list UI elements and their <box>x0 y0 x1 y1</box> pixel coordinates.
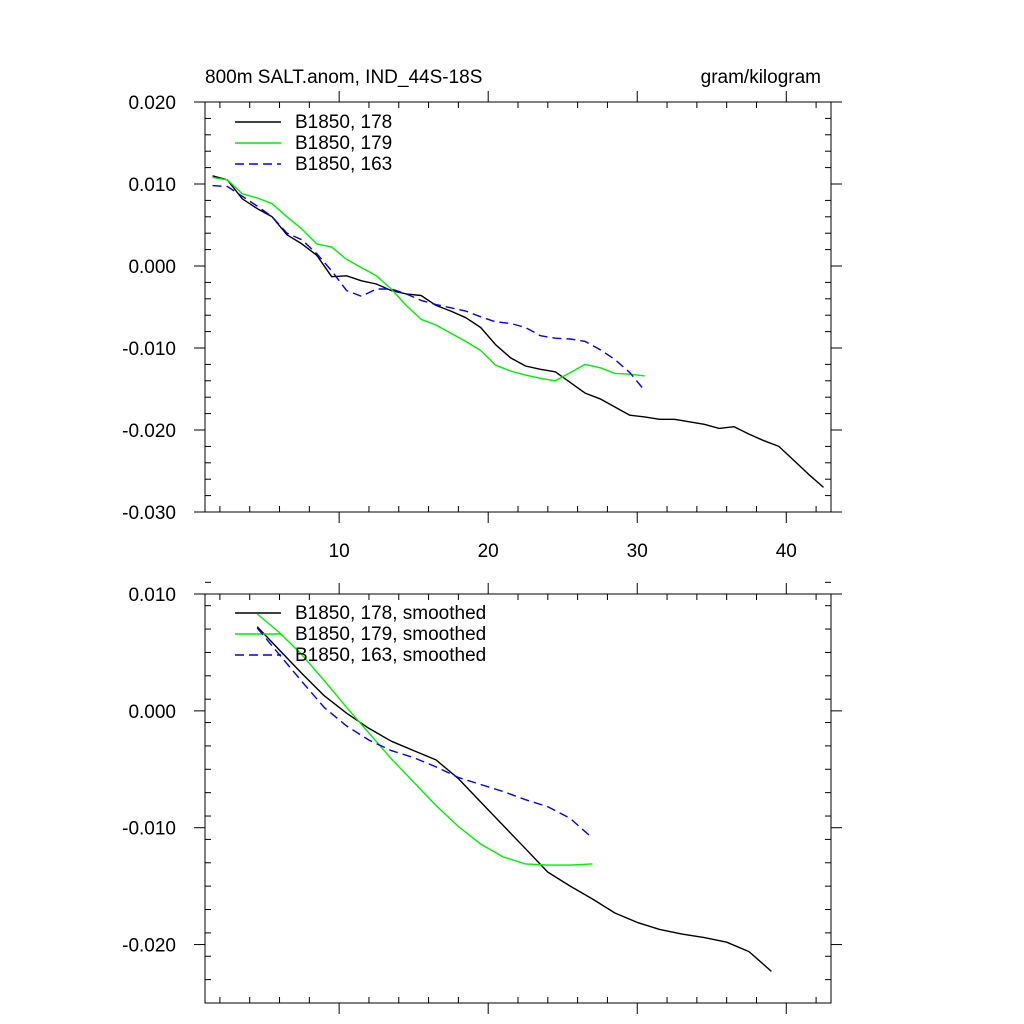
y-tick-label: -0.020 <box>122 936 176 957</box>
y-tick-label: -0.020 <box>122 421 176 442</box>
x-tick-label: 20 <box>478 541 499 562</box>
legend-label: B1850, 179 <box>295 133 392 154</box>
series-line-1 <box>256 626 772 972</box>
y-tick-label: -0.010 <box>122 339 176 360</box>
chart-title-left: 800m SALT.anom, IND_44S-18S <box>205 67 482 88</box>
y-tick-label: 0.020 <box>128 93 176 114</box>
x-tick-label: 30 <box>627 541 648 562</box>
series-line-3 <box>256 627 593 839</box>
legend-label: B1850, 179, smoothed <box>295 624 486 645</box>
y-tick-label: 0.000 <box>128 702 176 723</box>
legend-label: B1850, 178, smoothed <box>295 603 486 624</box>
y-tick-label: -0.030 <box>122 503 176 524</box>
legend-label: B1850, 163 <box>295 154 392 175</box>
x-tick-label: 10 <box>329 541 350 562</box>
series-line-1 <box>212 175 824 488</box>
bottom-panel: 0.010 0.000 -0.010 -0.020 B1850, 178, smooth… <box>122 581 842 1014</box>
top-panel: 0.020 0.010 0.000 -0.010 -0.020 -0.030 10 20 30 4… <box>122 91 842 562</box>
legend-label: B1850, 163, smoothed <box>295 645 486 666</box>
x-tick-label: 40 <box>776 541 797 562</box>
y-tick-label: 0.010 <box>128 585 176 606</box>
chart-title-right: gram/kilogram <box>701 67 821 88</box>
y-tick-label: -0.010 <box>122 819 176 840</box>
series-line-2 <box>212 176 645 382</box>
y-tick-label: 0.010 <box>128 175 176 196</box>
y-tick-label: 0.000 <box>128 257 176 278</box>
legend-label: B1850, 178 <box>295 112 392 133</box>
series-line-2 <box>256 613 593 866</box>
series-line-3 <box>212 184 646 392</box>
